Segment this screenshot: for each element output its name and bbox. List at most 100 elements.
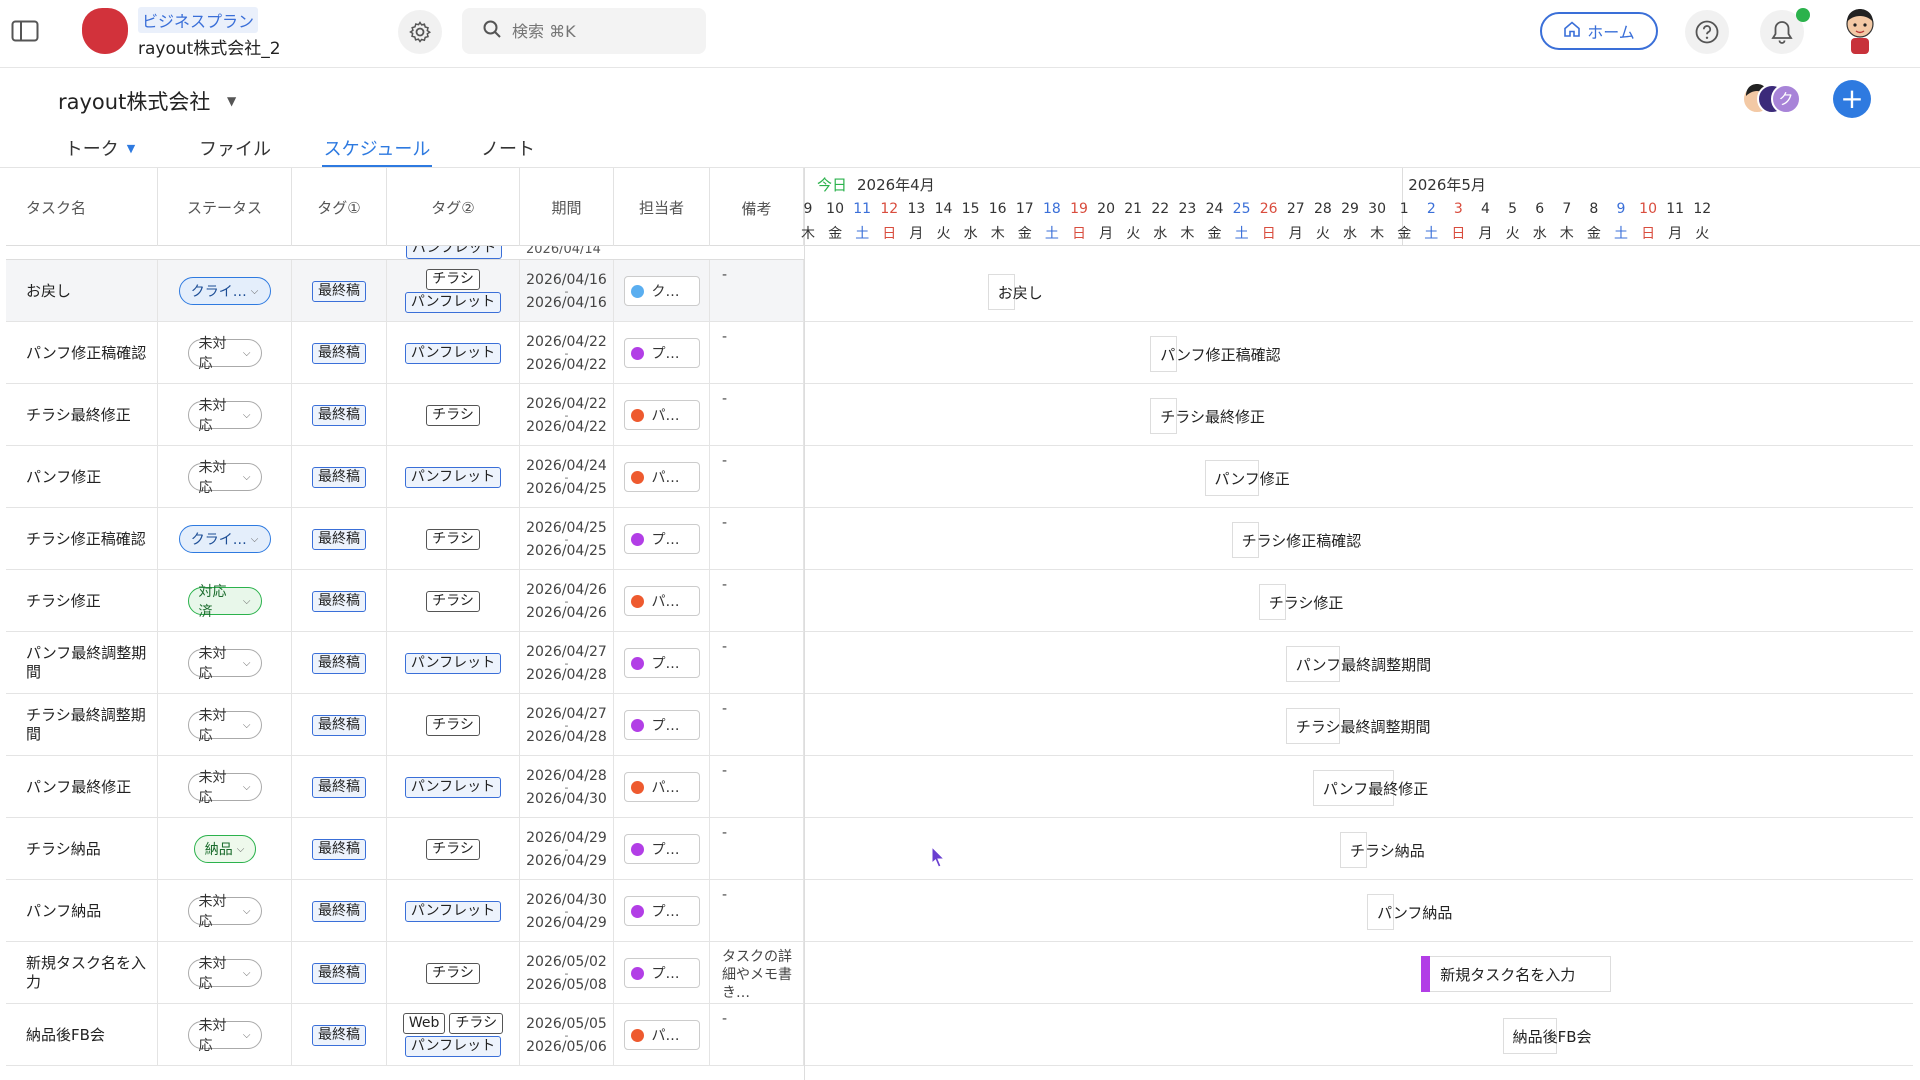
period-cell[interactable]: 2026/04/16-2026/04/16 [520, 260, 614, 322]
gantt-bar[interactable]: チラシ納品 [1340, 832, 1425, 868]
assignee-select[interactable]: パ… [623, 400, 700, 430]
assignee-select[interactable]: パ… [623, 586, 700, 616]
home-button[interactable]: ホーム [1540, 12, 1658, 50]
tag1-cell[interactable]: 最終稿 [292, 694, 387, 756]
member-avatars[interactable]: ク [1742, 80, 1801, 118]
assignee-select[interactable]: プ… [623, 338, 700, 368]
tag1-cell[interactable]: 最終稿 [292, 570, 387, 632]
status-dropdown[interactable]: 未対応 ⌵ [187, 646, 262, 682]
table-row[interactable]: チラシ修正 対応済 ⌵ 最終稿 チラシ 2026/04/26-2026/04/26 パ… - [6, 570, 804, 632]
gantt-bar[interactable]: パンフ最終調整期間 [1285, 646, 1431, 682]
tag2-cell[interactable]: パンフレット [387, 756, 520, 818]
status-dropdown[interactable]: 未対応 ⌵ [187, 460, 262, 496]
gantt-bar[interactable]: パンフ修正 [1204, 460, 1290, 496]
period-cell[interactable]: 2026/05/05-2026/05/06 [520, 1004, 614, 1066]
col-header-assignee[interactable]: 担当者 [614, 168, 710, 246]
tab-schedule[interactable]: スケジュール [322, 128, 432, 168]
tab-notes[interactable]: ノート [456, 128, 560, 168]
table-row[interactable]: 新規タスク名を入力 未対応 ⌵ 最終稿 チラシ 2026/05/02-2026/05/08… [6, 942, 804, 1004]
sidebar-toggle-icon[interactable] [10, 18, 40, 44]
search-box[interactable] [462, 8, 706, 54]
table-row[interactable]: チラシ最終調整期間 未対応 ⌵ 最終稿 チラシ 2026/04/27-2026/04/28… [6, 694, 804, 756]
search-input[interactable] [512, 21, 682, 41]
status-dropdown[interactable]: クライ… ⌵ [178, 277, 271, 305]
gantt-bar[interactable]: 納品後FB会 [1502, 1018, 1592, 1054]
status-dropdown[interactable]: クライ… ⌵ [178, 525, 271, 553]
period-cell[interactable]: 2026/04/22-2026/04/22 [520, 384, 614, 446]
note-cell[interactable]: - [710, 632, 804, 694]
tag2-cell[interactable]: チラシ [387, 508, 520, 570]
assignee-select[interactable]: プ… [623, 896, 700, 926]
period-cell[interactable]: 2026/04/22-2026/04/22 [520, 322, 614, 384]
tab-files[interactable]: ファイル [172, 128, 298, 168]
tag2-cell[interactable]: パンフレット [387, 446, 520, 508]
col-header-period[interactable]: 期間 [520, 168, 614, 246]
project-title[interactable]: rayout株式会社 [58, 90, 211, 114]
tag2-cell[interactable]: チラシ [387, 942, 520, 1004]
status-dropdown[interactable]: 未対応 ⌵ [187, 708, 262, 744]
note-cell[interactable]: - [710, 322, 804, 384]
task-name[interactable]: パンフ納品 [6, 880, 158, 942]
status-dropdown[interactable]: 未対応 ⌵ [187, 770, 262, 806]
note-cell[interactable]: - [710, 694, 804, 756]
status-dropdown[interactable]: 未対応 ⌵ [187, 336, 262, 372]
col-header-status[interactable]: ステータス [158, 168, 292, 246]
assignee-select[interactable]: ク… [623, 276, 700, 306]
tag1-cell[interactable]: 最終稿 [292, 1004, 387, 1066]
tag2-cell[interactable]: チラシ [387, 570, 520, 632]
table-row[interactable]: パンフ修正 未対応 ⌵ 最終稿 パンフレット 2026/04/24-2026/04/25 パ… [6, 446, 804, 508]
status-dropdown[interactable]: 未対応 ⌵ [187, 1018, 262, 1054]
task-name[interactable]: 新規タスク名を入力 [6, 942, 158, 1004]
assignee-select[interactable]: プ… [623, 834, 700, 864]
tab-talk[interactable]: トーク ▼ [52, 128, 148, 168]
assignee-select[interactable]: プ… [623, 524, 700, 554]
period-cell[interactable]: 2026/04/30-2026/04/29 [520, 880, 614, 942]
assignee-select[interactable]: プ… [623, 648, 700, 678]
assignee-select[interactable]: パ… [623, 462, 700, 492]
tag1-cell[interactable]: 最終稿 [292, 508, 387, 570]
tag2-cell[interactable]: チラシ [387, 694, 520, 756]
col-header-tag2[interactable]: タグ② [387, 168, 520, 246]
gantt-bar[interactable]: チラシ修正稿確認 [1231, 522, 1361, 558]
project-dropdown-icon[interactable]: ▼ [227, 94, 237, 108]
period-cell[interactable]: 2026/04/25-2026/04/25 [520, 508, 614, 570]
task-name[interactable]: チラシ修正 [6, 570, 158, 632]
period-cell[interactable]: 2026/04/29-2026/04/29 [520, 818, 614, 880]
task-name[interactable]: 納品後FB会 [6, 1004, 158, 1066]
note-cell[interactable]: - [710, 570, 804, 632]
task-name[interactable]: パンフ最終修正 [6, 756, 158, 818]
tag1-cell[interactable]: 最終稿 [292, 632, 387, 694]
assignee-select[interactable]: プ… [623, 710, 700, 740]
table-row[interactable]: パンフ最終修正 未対応 ⌵ 最終稿 パンフレット 2026/04/28-2026/04/3… [6, 756, 804, 818]
tag1-cell[interactable]: 最終稿 [292, 756, 387, 818]
tag1-cell[interactable]: 最終稿 [292, 880, 387, 942]
org-logo[interactable] [82, 8, 128, 54]
settings-gear-icon[interactable] [398, 10, 442, 54]
user-avatar[interactable] [1838, 6, 1882, 56]
tag2-cell[interactable]: Web チラシ パンフレット [387, 1004, 520, 1066]
status-dropdown[interactable]: 納品 ⌵ [193, 835, 256, 863]
tag2-cell[interactable]: パンフレット [387, 322, 520, 384]
task-name[interactable]: パンフ修正 [6, 446, 158, 508]
assignee-select[interactable]: プ… [623, 958, 700, 988]
tab-dropdown-icon[interactable]: ▼ [126, 141, 136, 155]
table-row[interactable]: チラシ納品 納品 ⌵ 最終稿 チラシ 2026/04/29-2026/04/29 プ… - [6, 818, 804, 880]
task-name[interactable]: チラシ最終修正 [6, 384, 158, 446]
note-cell[interactable]: - [710, 260, 804, 322]
table-row[interactable]: パンフ納品 未対応 ⌵ 最終稿 パンフレット 2026/04/30-2026/04/29 プ… [6, 880, 804, 942]
task-name[interactable]: チラシ修正稿確認 [6, 508, 158, 570]
period-cell[interactable]: 2026/04/27-2026/04/28 [520, 632, 614, 694]
tag1-cell[interactable]: 最終稿 [292, 384, 387, 446]
gantt-bar[interactable]: パンフ最終修正 [1312, 770, 1428, 806]
note-cell[interactable]: タスクの詳細やメモ書き… [710, 942, 804, 1004]
task-name[interactable]: お戻し [6, 260, 158, 322]
status-dropdown[interactable]: 未対応 ⌵ [187, 894, 262, 930]
gantt-bar[interactable]: 新規タスク名を入力 [1421, 956, 1611, 992]
period-cell[interactable]: 2026/04/27-2026/04/28 [520, 694, 614, 756]
task-name[interactable]: パンフ最終調整期間 [6, 632, 158, 694]
tag2-cell[interactable]: パンフレット [387, 632, 520, 694]
tag2-cell[interactable]: パンフレット [387, 880, 520, 942]
period-cell[interactable]: 2026/04/26-2026/04/26 [520, 570, 614, 632]
status-dropdown[interactable]: 未対応 ⌵ [187, 956, 262, 992]
note-cell[interactable]: - [710, 818, 804, 880]
